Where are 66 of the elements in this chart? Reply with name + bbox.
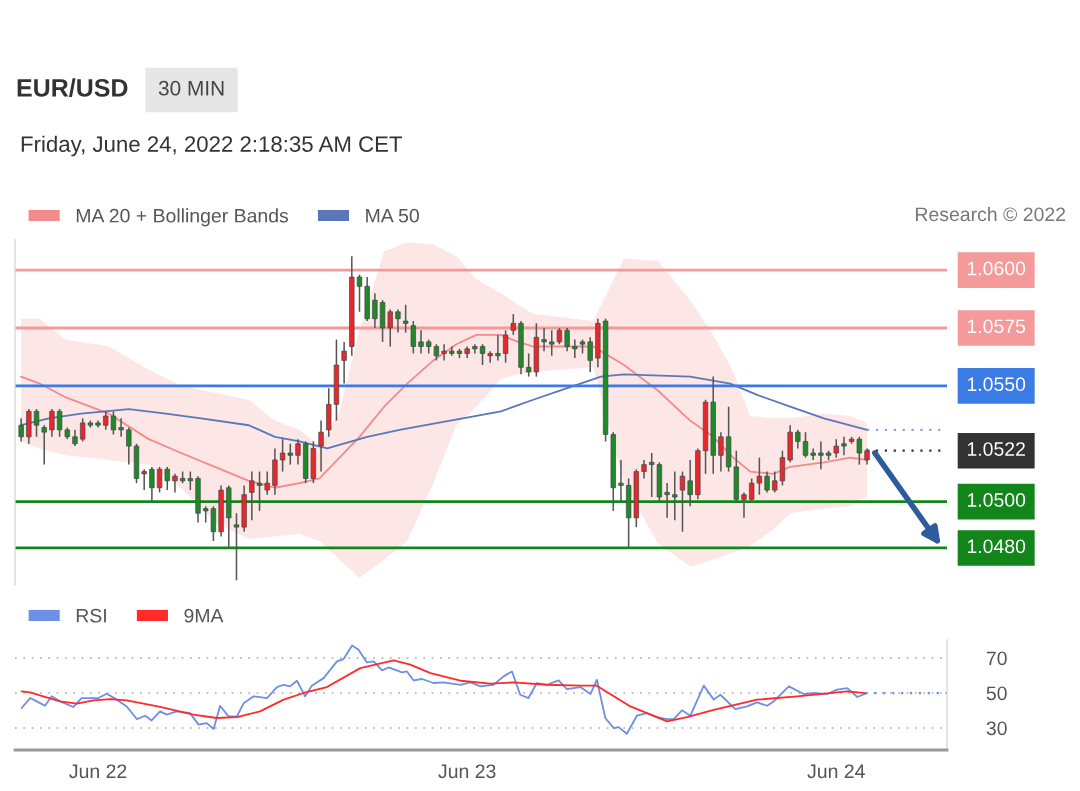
candlestick [487, 350, 493, 364]
candlestick [418, 329, 424, 355]
candlestick [118, 417, 124, 438]
legend-label: 9MA [184, 608, 224, 623]
candlestick [264, 470, 270, 496]
candlestick [495, 334, 501, 362]
candlestick [41, 424, 47, 466]
ref-line-label: 1.0522 [967, 442, 1025, 456]
candlestick [741, 491, 747, 519]
ref-line-label: 1.0480 [967, 539, 1026, 554]
text: 30 MIN [158, 80, 224, 96]
x-tick-label: Jun 23 [438, 764, 496, 779]
candlestick [318, 419, 324, 473]
candlestick [679, 470, 686, 533]
candlestick [441, 343, 447, 362]
ref-line-label: 1.0575 [967, 319, 1026, 334]
candlestick [510, 313, 516, 336]
candlestick [802, 431, 809, 459]
candlestick [718, 431, 724, 473]
chart-title: EUR/USD [17, 78, 128, 97]
ref-line-label: 1.0550 [967, 377, 1026, 392]
candlestick [256, 470, 263, 512]
y-tick-label: 30 [986, 721, 1007, 736]
candlestick [795, 429, 801, 450]
candlestick [541, 327, 547, 352]
candlestick [149, 466, 155, 503]
candlestick [564, 327, 570, 352]
candlestick [249, 470, 255, 521]
legend-label: MA 50 [366, 208, 419, 223]
candlestick [479, 343, 486, 366]
candlestick [295, 438, 301, 466]
line-series [20, 659, 867, 723]
candlestick [618, 459, 624, 503]
candlestick [341, 341, 347, 385]
candlestick [395, 308, 401, 334]
candlestick [356, 273, 363, 313]
y-tick-label: 50 [986, 686, 1007, 701]
candlestick [49, 408, 55, 438]
candlestick [841, 436, 847, 457]
candlestick [587, 336, 593, 373]
candlestick [141, 468, 147, 491]
candlestick [18, 417, 24, 443]
text: Research © 2022 [916, 206, 1066, 222]
ref-line-label: 1.0500 [967, 493, 1026, 507]
x-tick-label: Jun 22 [69, 764, 127, 779]
y-tick-label: 70 [986, 651, 1007, 666]
candlestick [641, 459, 647, 480]
candlestick [372, 292, 378, 329]
candlestick [233, 512, 240, 582]
candlestick [402, 304, 409, 334]
x-tick-label: Jun 24 [807, 764, 865, 779]
candlestick [33, 408, 40, 438]
candlestick [572, 338, 578, 359]
candlestick [764, 470, 770, 494]
candlestick [672, 470, 678, 521]
legend-label: MA 20 + Bollinger Bands [76, 208, 289, 227]
candlestick [687, 459, 693, 508]
ref-line-label: 1.0600 [967, 261, 1026, 276]
candlestick [502, 329, 509, 364]
candlestick [172, 473, 178, 494]
candlestick [126, 426, 132, 466]
candlestick [818, 440, 824, 470]
chart-subtitle: Friday, June 24, 2022 2:18:35 AM CET [21, 135, 403, 157]
candlestick [664, 482, 670, 519]
legend-label: RSI [76, 608, 106, 623]
candlestick [410, 320, 416, 355]
